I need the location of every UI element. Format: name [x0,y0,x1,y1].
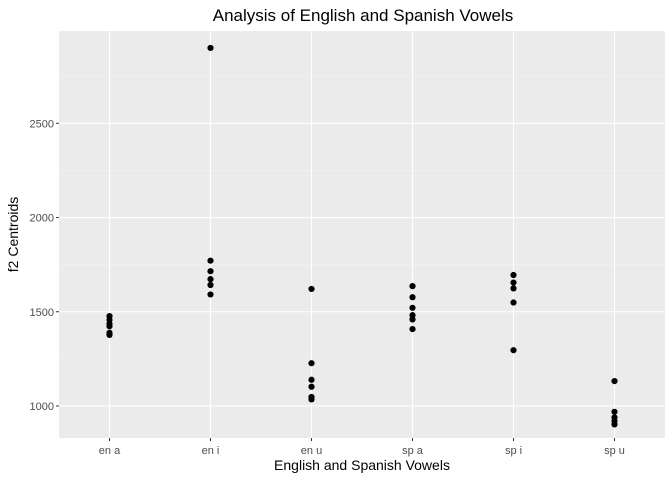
data-point [207,281,214,289]
data-point [106,323,113,330]
x-tick-label: en u [301,445,322,457]
data-point [611,377,618,385]
plot-panel [59,31,665,438]
y-axis-title: f2 Centroids [5,197,21,272]
data-point [207,44,214,52]
x-tick-label: sp u [604,445,625,457]
minor-gridlines [59,75,665,360]
data-point [611,408,618,415]
data-point [510,299,517,306]
data-point [510,347,517,354]
y-tick-label: 2500 [30,118,54,130]
chart-title: Analysis of English and Spanish Vowels [213,6,514,25]
data-point [510,285,517,292]
data-point [409,294,416,301]
data-point [409,304,416,311]
x-tick-label: en i [202,445,220,457]
data-point [611,421,618,428]
data-point [510,279,517,286]
y-tick-label: 2000 [30,213,54,225]
data-point [308,360,315,367]
data-point [207,291,214,298]
y-tick-label: 1500 [30,307,54,319]
x-tick-label: sp i [505,445,522,457]
x-axis: en a en i en u sp a sp i sp u [99,438,625,457]
data-point [207,257,214,264]
data-point [207,268,214,275]
data-point [308,383,315,390]
data-point [308,376,315,383]
data-point [409,316,416,323]
x-axis-title: English and Spanish Vowels [274,457,450,473]
data-point [409,312,416,319]
x-tick-label: en a [99,445,121,457]
data-point [308,285,315,293]
data-point [510,271,517,279]
data-point [409,283,416,290]
data-point [106,331,113,339]
y-tick-label: 1000 [30,401,54,413]
data-points [106,44,618,428]
y-axis: 1000 1500 2000 2500 [30,118,59,413]
x-tick-label: sp a [402,445,424,457]
major-gridlines [59,31,665,438]
data-point [207,276,214,283]
data-point [308,396,315,403]
data-point [409,325,416,333]
